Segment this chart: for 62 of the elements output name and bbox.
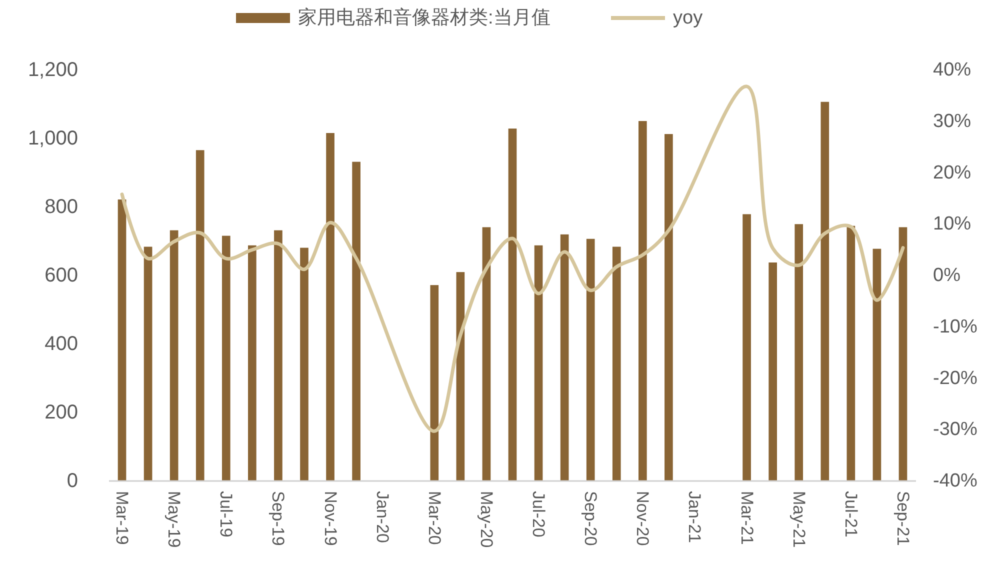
x-tick-label: May-19 bbox=[164, 491, 184, 548]
line-series bbox=[120, 84, 905, 433]
bar bbox=[768, 262, 777, 481]
bar bbox=[612, 246, 621, 481]
bar bbox=[456, 272, 465, 481]
y-tick-label: 1,200 bbox=[28, 59, 78, 81]
bar bbox=[170, 230, 178, 481]
y2-tick-label: -30% bbox=[933, 419, 978, 440]
y-tick-label: 600 bbox=[44, 264, 78, 286]
y-tick-label: 0 bbox=[66, 470, 78, 492]
bar bbox=[482, 227, 491, 481]
bar bbox=[222, 236, 230, 481]
bar bbox=[300, 248, 308, 481]
bar bbox=[248, 245, 256, 481]
y-tick-label: 800 bbox=[44, 196, 78, 218]
bar bbox=[274, 230, 282, 481]
bar bbox=[898, 227, 908, 481]
bar bbox=[196, 150, 204, 481]
bar bbox=[664, 134, 673, 481]
bar bbox=[742, 214, 751, 481]
bar bbox=[430, 285, 439, 481]
bar bbox=[326, 133, 334, 481]
bar bbox=[508, 128, 517, 481]
bar bbox=[144, 246, 152, 481]
x-tick-label: Mar-21 bbox=[737, 491, 756, 545]
bar bbox=[560, 234, 569, 481]
bar bbox=[638, 121, 647, 481]
x-tick-label: Sep-19 bbox=[268, 491, 288, 546]
bar bbox=[846, 226, 856, 481]
x-tick-label: Jan-21 bbox=[685, 491, 704, 543]
y2-tick-label: 0% bbox=[933, 265, 961, 286]
x-tick-label: Sep-21 bbox=[893, 491, 912, 546]
x-tick-label: Jul-19 bbox=[216, 491, 236, 538]
x-tick-label: Mar-20 bbox=[424, 491, 444, 545]
x-tick-label: May-21 bbox=[789, 491, 808, 548]
y2-tick-label: 40% bbox=[933, 60, 972, 80]
y-tick-label: 200 bbox=[44, 402, 78, 424]
y2-tick-label: 10% bbox=[933, 214, 972, 235]
y-tick-label: 1,000 bbox=[28, 128, 78, 150]
bar bbox=[586, 238, 595, 481]
x-tick-label: Nov-19 bbox=[320, 491, 340, 546]
legend-label: 家用电器和音像器材类:当月值 bbox=[298, 6, 550, 28]
bar bbox=[352, 162, 360, 481]
legend-label: yoy bbox=[673, 8, 704, 28]
y2-tick-label: -20% bbox=[933, 368, 978, 389]
x-tick-label: Jul-21 bbox=[841, 491, 860, 538]
bar bbox=[534, 245, 543, 481]
y2-tick-label: -10% bbox=[933, 316, 978, 338]
bar bbox=[794, 224, 804, 481]
bar bbox=[118, 199, 126, 481]
y2-tick-label: 20% bbox=[933, 162, 972, 184]
x-tick-label: Jan-20 bbox=[372, 491, 392, 543]
x-tick-label: May-20 bbox=[476, 491, 496, 548]
x-tick-label: Nov-20 bbox=[633, 491, 652, 546]
bar bbox=[820, 102, 830, 481]
bar bbox=[872, 248, 882, 481]
y-tick-label: 400 bbox=[44, 333, 78, 355]
y2-tick-label: 30% bbox=[933, 110, 972, 132]
x-tick-label: Sep-20 bbox=[581, 491, 600, 546]
x-tick-label: Jul-20 bbox=[529, 491, 548, 538]
y2-tick-label: -40% bbox=[933, 470, 978, 492]
x-tick-label: Mar-19 bbox=[112, 491, 132, 545]
